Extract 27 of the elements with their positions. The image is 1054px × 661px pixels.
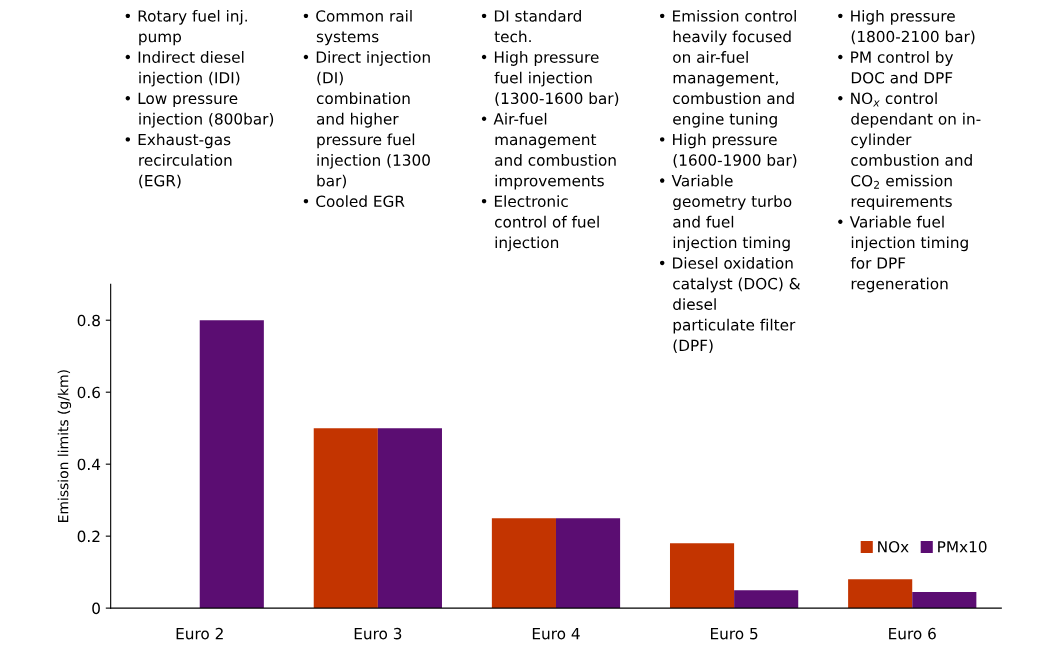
- bar: [912, 591, 977, 609]
- x-tick-label: Euro 5: [711, 628, 758, 640]
- text: • DI standard tech. • High pressure fuel injection (1300-1600 bar) • Air-fuel management and combustion improvements • Electronic control of fuel injection: [481, 9, 619, 252]
- text: • Rotary fuel inj. pump • Indirect diesel injection (IDI) • Low pressure injection (800bar) • Exhaust-gas recirculation (EGR): [125, 9, 274, 189]
- legend-label: PMx10: [938, 540, 987, 553]
- y-tick-label: 0.8: [77, 314, 100, 327]
- x-tick-label: Euro 6: [889, 627, 936, 640]
- bar: [491, 518, 556, 609]
- bar: [734, 590, 799, 609]
- x-tick-label: Euro 4: [532, 628, 580, 640]
- y-tick-label: 0: [92, 602, 100, 615]
- legend-label: NOx: [878, 540, 909, 553]
- bar: [848, 579, 913, 609]
- y-tick-label: 0.4: [77, 458, 101, 471]
- text: • Common rail systems • Direct injection (DI) combination and higher pressure fuel injection (1300 bar) • Cooled EGR: [303, 9, 430, 208]
- text: • Emission control heavily focused on air-fuel management, combustion and engine tuning • High pressure (1600-1900 bar) • Variable geometry turbo and fuel injection timing • Diesel oxidation catalyst (DOC) & diesel particulate filter (DPF): [659, 9, 801, 353]
- bar: [555, 518, 621, 609]
- bar: [377, 428, 442, 609]
- bar: [199, 320, 264, 609]
- x-tick-label: Euro 2: [176, 627, 223, 640]
- y-tick-label: 0.6: [77, 386, 100, 399]
- y-axis-title: Emission limits (g/km): [57, 370, 72, 522]
- bar: [313, 428, 378, 609]
- bar: [669, 543, 735, 609]
- text: • High pressure (1800-2100 bar) • PM control by DOC and DPF • NO$_{x}$ control dependant on in- cylinder combustion and CO$_{2}$ emission requirements • Variable fuel injection timing for DPF regeneration: [838, 9, 981, 293]
- x-tick-label: Euro 3: [354, 627, 402, 640]
- y-tick-label: 0.2: [77, 530, 100, 543]
